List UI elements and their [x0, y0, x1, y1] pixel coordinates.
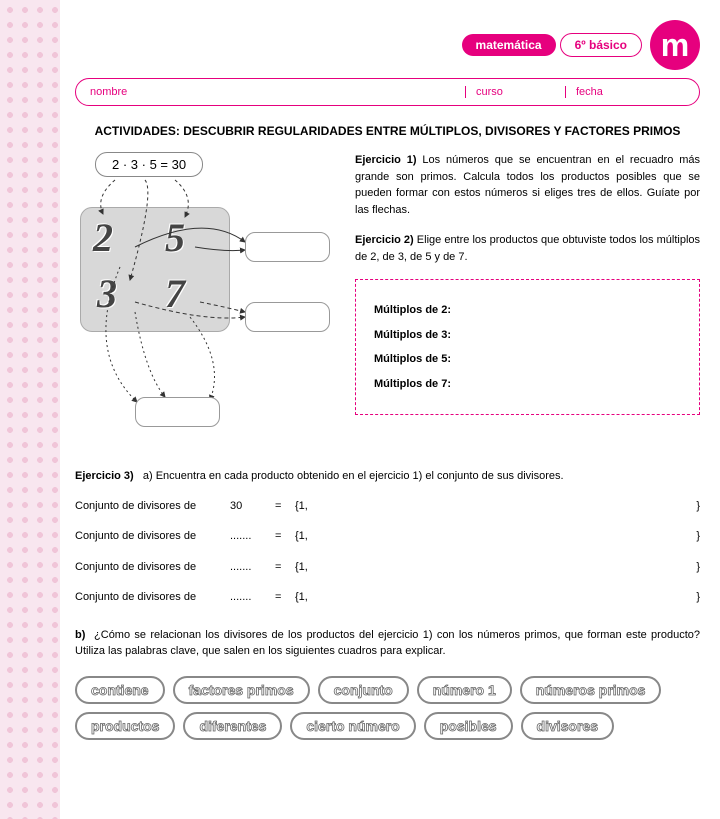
example-formula: 2 · 3 · 5 = 30 [95, 152, 203, 177]
exercise-2: Ejercicio 2) Elige entre los productos q… [355, 232, 700, 265]
keyword-conjunto[interactable]: conjunto [318, 676, 409, 704]
keyword-numero-1[interactable]: número 1 [417, 676, 512, 704]
prime-3: 3 [97, 270, 117, 317]
answer-box-2[interactable] [245, 302, 330, 332]
divisor-row-3[interactable]: Conjunto de divisores de ....... = {1, } [75, 555, 700, 579]
keyword-contiene[interactable]: contiene [75, 676, 165, 704]
keyword-posibles[interactable]: posibles [424, 712, 513, 740]
grade-tab: 6º básico [560, 33, 642, 57]
arrows-diagram: 2 · 3 · 5 = 30 2 5 3 7 [75, 152, 335, 442]
header-tabs: matemática 6º básico m [75, 20, 700, 70]
multiples-box: Múltiplos de 2: Múltiplos de 3: Múltiplo… [355, 279, 700, 415]
prime-5: 5 [165, 214, 185, 261]
keyword-numeros-primos[interactable]: números primos [520, 676, 662, 704]
answer-box-1[interactable] [245, 232, 330, 262]
multiples-3[interactable]: Múltiplos de 3: [374, 327, 681, 344]
date-field[interactable]: fecha [565, 86, 685, 98]
keyword-bank: contiene factores primos conjunto número… [75, 676, 700, 740]
keyword-divisores[interactable]: divisores [521, 712, 614, 740]
sidebar-pattern [0, 0, 60, 819]
multiples-5[interactable]: Múltiplos de 5: [374, 351, 681, 368]
subject-tab: matemática [462, 34, 556, 56]
keyword-cierto-numero[interactable]: cierto número [290, 712, 415, 740]
prime-7: 7 [165, 270, 185, 317]
divisor-row-4[interactable]: Conjunto de divisores de ....... = {1, } [75, 585, 700, 609]
multiples-2[interactable]: Múltiplos de 2: [374, 302, 681, 319]
name-field[interactable]: nombre [90, 86, 465, 98]
exercise-1: Ejercicio 1) Los números que se encuentr… [355, 152, 700, 218]
exercise-3: Ejercicio 3) a) Encuentra en cada produc… [75, 464, 700, 609]
divisor-row-1[interactable]: Conjunto de divisores de 30 = {1, } [75, 494, 700, 518]
divisor-row-2[interactable]: Conjunto de divisores de ....... = {1, } [75, 524, 700, 548]
exercise-3b: b) ¿Cómo se relacionan los divisores de … [75, 627, 700, 660]
course-field[interactable]: curso [465, 86, 565, 98]
keyword-diferentes[interactable]: diferentes [183, 712, 282, 740]
keyword-productos[interactable]: productos [75, 712, 175, 740]
multiples-7[interactable]: Múltiplos de 7: [374, 376, 681, 393]
prime-2: 2 [93, 214, 113, 261]
worksheet-title: ACTIVIDADES: DESCUBRIR REGULARIDADES ENT… [75, 124, 700, 138]
student-fields: nombre curso fecha [75, 78, 700, 106]
keyword-factores-primos[interactable]: factores primos [173, 676, 310, 704]
logo-badge: m [650, 20, 700, 70]
answer-box-3[interactable] [135, 397, 220, 427]
